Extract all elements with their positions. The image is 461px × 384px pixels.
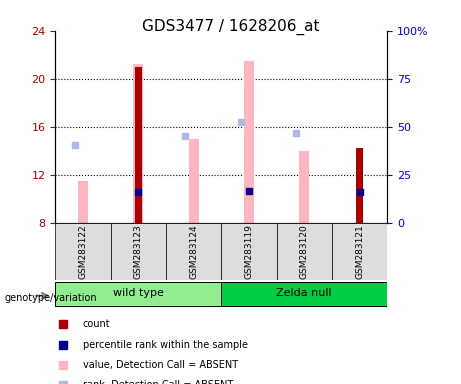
Text: percentile rank within the sample: percentile rank within the sample (83, 339, 248, 349)
Bar (244, 61, 254, 223)
FancyBboxPatch shape (221, 282, 387, 306)
Text: GSM283122: GSM283122 (78, 224, 88, 279)
Text: GSM283121: GSM283121 (355, 224, 364, 279)
Text: wild type: wild type (113, 288, 164, 298)
Text: GSM283124: GSM283124 (189, 224, 198, 279)
Text: GSM283123: GSM283123 (134, 224, 143, 279)
Bar (299, 151, 309, 223)
FancyBboxPatch shape (55, 223, 111, 280)
FancyBboxPatch shape (166, 223, 221, 280)
Bar (133, 65, 143, 223)
FancyBboxPatch shape (277, 223, 332, 280)
Text: GSM283120: GSM283120 (300, 224, 309, 279)
Text: Zelda null: Zelda null (277, 288, 332, 298)
Text: value, Detection Call = ABSENT: value, Detection Call = ABSENT (83, 360, 238, 370)
Bar (135, 67, 142, 223)
FancyBboxPatch shape (221, 223, 277, 280)
Text: GDS3477 / 1628206_at: GDS3477 / 1628206_at (142, 19, 319, 35)
Text: genotype/variation: genotype/variation (5, 293, 97, 303)
Bar (78, 181, 88, 223)
Bar (356, 148, 363, 223)
Bar (189, 139, 199, 223)
Text: rank, Detection Call = ABSENT: rank, Detection Call = ABSENT (83, 381, 233, 384)
FancyBboxPatch shape (332, 223, 387, 280)
Text: GSM283119: GSM283119 (244, 224, 254, 279)
FancyBboxPatch shape (111, 223, 166, 280)
FancyBboxPatch shape (55, 282, 221, 306)
Text: count: count (83, 319, 110, 329)
